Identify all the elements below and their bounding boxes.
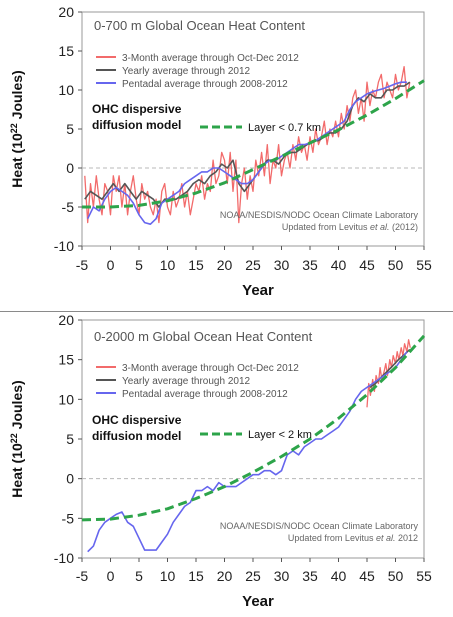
y-tick-label: 0 xyxy=(66,160,74,176)
x-tick-label: -5 xyxy=(76,568,89,584)
chart-title: 0-700 m Global Ocean Heat Content xyxy=(94,18,305,33)
x-tick-label: 35 xyxy=(302,568,318,584)
x-tick-label: 10 xyxy=(160,257,176,273)
source-line2: Updated from Levitus et al. (2012) xyxy=(282,222,418,232)
y-tick-label: 15 xyxy=(58,43,74,59)
x-tick-label: 45 xyxy=(359,257,375,273)
model-label-line1: OHC dispersive xyxy=(92,413,182,427)
y-tick-label: 20 xyxy=(58,312,74,328)
legend-label: 3-Month average through Oct-Dec 2012 xyxy=(122,53,299,64)
y-tick-label: -10 xyxy=(54,550,74,566)
plot-area xyxy=(81,11,425,247)
y-tick-label: 15 xyxy=(58,352,74,368)
legend-label: Pentadal average through 2008-2012 xyxy=(122,389,288,400)
x-tick-label: 0 xyxy=(107,257,115,273)
x-tick-label: 25 xyxy=(245,257,261,273)
series-line-3 xyxy=(87,351,408,553)
x-tick-label: 5 xyxy=(135,257,143,273)
series-line-4 xyxy=(82,79,425,209)
x-tick-label: 55 xyxy=(416,257,432,273)
legend-label: 3-Month average through Oct-Dec 2012 xyxy=(122,363,299,374)
y-tick-label: -5 xyxy=(62,510,75,526)
y-tick-label: -10 xyxy=(54,238,74,254)
x-tick-label: 40 xyxy=(331,568,347,584)
series-line-3 xyxy=(86,81,407,225)
x-tick-label: 15 xyxy=(188,568,204,584)
x-tick-label: 0 xyxy=(107,568,115,584)
x-tick-label: 5 xyxy=(135,568,143,584)
x-tick-label: 20 xyxy=(217,257,233,273)
source-line1: NOAA/NESDIS/NODC Ocean Climate Laborator… xyxy=(220,210,419,220)
model-label-line2: diffusion model xyxy=(92,429,181,443)
x-tick-label: 35 xyxy=(302,257,318,273)
x-tick-label: 45 xyxy=(359,568,375,584)
legend-label: Yearly average through 2012 xyxy=(122,376,251,387)
chart-title: 0-2000 m Global Ocean Heat Content xyxy=(94,329,313,344)
source-line1: NOAA/NESDIS/NODC Ocean Climate Laborator… xyxy=(220,521,419,531)
x-tick-label: 30 xyxy=(274,257,290,273)
model-legend-label: Layer < 0.7 km xyxy=(248,122,321,134)
x-tick-label: 10 xyxy=(160,568,176,584)
x-tick-label: -5 xyxy=(76,257,89,273)
model-legend-label: Layer < 2 km xyxy=(248,429,312,441)
y-tick-label: 5 xyxy=(66,121,74,137)
y-tick-label: 10 xyxy=(58,82,74,98)
legend-label: Yearly average through 2012 xyxy=(122,66,251,77)
x-tick-label: 50 xyxy=(388,257,404,273)
model-label-line1: OHC dispersive xyxy=(92,102,182,116)
x-tick-label: 50 xyxy=(388,568,404,584)
legend-label: Pentadal average through 2008-2012 xyxy=(122,79,288,90)
plot-area xyxy=(81,319,425,559)
model-label-line2: diffusion model xyxy=(92,118,181,132)
x-tick-label: 40 xyxy=(331,257,347,273)
y-tick-label: -5 xyxy=(62,199,75,215)
series-line-4 xyxy=(81,334,426,522)
y-axis-label: Heat (1022 Joules) xyxy=(9,380,25,497)
x-axis-label: Year xyxy=(242,593,274,610)
y-axis-label: Heat (1022 Joules) xyxy=(9,70,25,187)
y-tick-label: 0 xyxy=(66,471,74,487)
x-tick-label: 25 xyxy=(245,568,261,584)
x-tick-label: 20 xyxy=(217,568,233,584)
y-tick-label: 10 xyxy=(58,391,74,407)
x-tick-label: 55 xyxy=(416,568,432,584)
panel-separator xyxy=(0,311,453,312)
y-tick-label: 20 xyxy=(58,4,74,20)
x-tick-label: 30 xyxy=(274,568,290,584)
x-axis-label: Year xyxy=(242,282,274,299)
y-tick-label: 5 xyxy=(66,431,74,447)
source-line2: Updated from Levitus et al. 2012 xyxy=(288,533,418,543)
x-tick-label: 15 xyxy=(188,257,204,273)
